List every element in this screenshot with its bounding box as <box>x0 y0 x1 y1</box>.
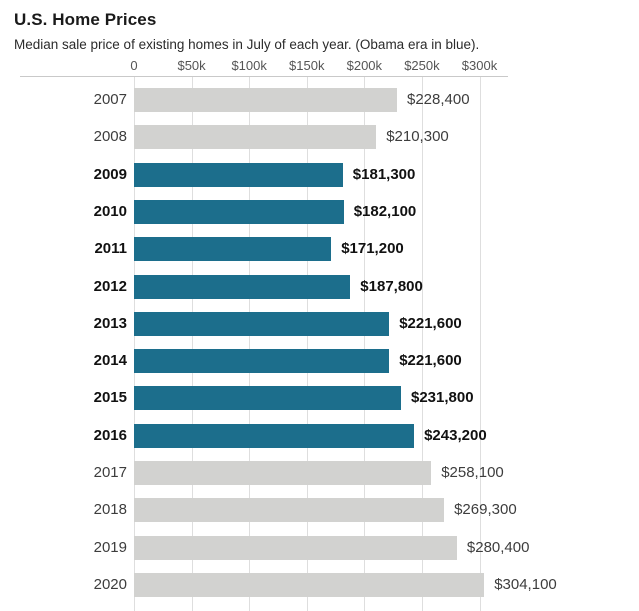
chart-row: 2010 $182,100 <box>0 200 639 224</box>
value-label: $210,300 <box>386 128 449 145</box>
year-label: 2009 <box>93 166 127 183</box>
year-label: 2010 <box>93 203 127 220</box>
value-label: $243,200 <box>424 427 487 444</box>
value-label: $171,200 <box>341 240 404 257</box>
gridline <box>134 77 135 611</box>
chart-row: 2014 $221,600 <box>0 349 639 373</box>
chart-title: U.S. Home Prices <box>14 10 157 29</box>
gridline <box>307 77 308 611</box>
bar <box>134 424 415 448</box>
chart-row: 2017 $258,100 <box>0 461 639 485</box>
year-label: 2014 <box>93 352 127 369</box>
bar <box>134 386 401 410</box>
value-label: $187,800 <box>360 278 423 295</box>
chart-row: 2018 $269,300 <box>0 498 639 522</box>
x-axis-tick-label: $150k <box>289 58 325 73</box>
value-label: $181,300 <box>352 166 416 183</box>
bar <box>134 573 485 597</box>
bar <box>134 536 457 560</box>
chart-row: 2015 $231,800 <box>0 386 639 410</box>
x-axis-line <box>20 76 508 77</box>
year-label: 2013 <box>93 315 127 332</box>
chart-row: 2013 $221,600 <box>0 312 639 336</box>
chart-row: 2016 $243,200 <box>0 424 639 448</box>
chart-row: 2009 $181,300 <box>0 163 639 187</box>
gridline <box>364 77 365 611</box>
chart-row: 2012 $187,800 <box>0 275 639 299</box>
bar <box>134 237 332 261</box>
x-axis-tick-label: $250k <box>404 58 440 73</box>
bar <box>134 312 390 336</box>
chart-row: 2008 $210,300 <box>0 125 639 149</box>
value-label: $269,300 <box>454 501 517 518</box>
x-axis-tick-label: $100k <box>231 58 267 73</box>
x-axis-tick-label: $200k <box>346 58 383 73</box>
bar <box>134 200 344 224</box>
bar <box>134 88 397 112</box>
value-label: $231,800 <box>411 389 474 406</box>
bar <box>134 498 445 522</box>
value-label: $304,100 <box>494 576 557 593</box>
gridline <box>249 77 250 611</box>
value-label: $221,600 <box>399 315 462 332</box>
year-label: 2016 <box>93 427 127 444</box>
value-label: $182,100 <box>353 203 417 220</box>
chart-row: 2007 $228,400 <box>0 88 639 112</box>
year-label: 2015 <box>93 389 127 406</box>
chart-row: 2011 $171,200 <box>0 237 639 261</box>
year-label: 2007 <box>93 91 127 108</box>
chart-subtitle: Median sale price of existing homes in J… <box>14 37 480 52</box>
year-label: 2008 <box>93 128 127 145</box>
bar <box>134 163 343 187</box>
value-label: $221,600 <box>399 352 462 369</box>
bar <box>134 349 390 373</box>
chart-row: 2020 $304,100 <box>0 573 639 597</box>
bar <box>134 125 377 149</box>
x-axis-tick-label: $50k <box>177 58 206 73</box>
year-label: 2017 <box>93 464 127 481</box>
year-label: 2020 <box>93 576 127 593</box>
chart-row: 2019 $280,400 <box>0 536 639 560</box>
year-label: 2011 <box>94 240 127 257</box>
x-axis-tick-label: $300k <box>461 58 498 73</box>
bar <box>134 461 432 485</box>
gridline <box>480 77 481 611</box>
bar <box>134 275 351 299</box>
x-axis-tick-label: 0 <box>130 58 138 73</box>
year-label: 2019 <box>93 539 127 556</box>
value-label: $228,400 <box>407 91 470 108</box>
gridline <box>422 77 423 611</box>
value-label: $258,100 <box>441 464 504 481</box>
year-label: 2018 <box>93 501 127 518</box>
year-label: 2012 <box>93 278 127 295</box>
gridline <box>192 77 193 611</box>
value-label: $280,400 <box>466 539 530 556</box>
